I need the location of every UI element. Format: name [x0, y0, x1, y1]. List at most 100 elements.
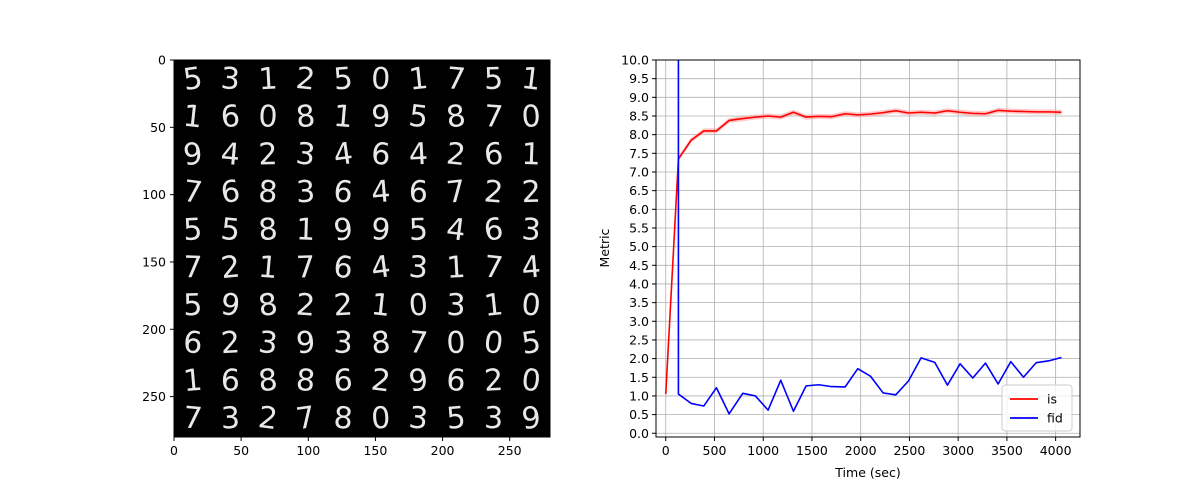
digit-cell: 2: [333, 288, 354, 324]
y-tick-label: 1.5: [629, 370, 649, 385]
y-tick-label: 2.5: [629, 332, 649, 347]
image-y-tick-label: 150: [142, 254, 166, 269]
digit-cell: 8: [444, 98, 468, 135]
line-chart-panel: 0 500 1000 1500 2000 2500 3000 3500 4000 0.0 0.5 1…: [597, 53, 1081, 480]
grid-lines: [656, 59, 1080, 437]
digit-cell: 9: [219, 287, 242, 324]
image-x-tick-label: 150: [363, 443, 387, 458]
plot-x-ticks: 0 500 1000 1500 2000 2500 3000 3500 4000: [662, 437, 1072, 458]
digit-cell: 6: [483, 136, 505, 173]
legend-is-label: is: [1047, 392, 1057, 407]
image-x-tick-label: 50: [233, 443, 249, 458]
digit-cell: 4: [370, 174, 392, 211]
digit-cell: 5: [407, 99, 430, 136]
digit-cell: 6: [370, 137, 391, 173]
digit-cell: 2: [258, 137, 278, 173]
digit-cell: 4: [408, 137, 429, 173]
x-tick-label: 1000: [747, 443, 779, 458]
x-tick-label: 500: [703, 443, 727, 458]
digit-cell: 8: [257, 212, 279, 249]
digit-cell: 4: [331, 136, 355, 173]
digit-cell: 6: [482, 211, 506, 248]
digit-cell: 9: [370, 212, 392, 249]
digit-cell: 3: [407, 400, 430, 437]
digit-cell: 3: [294, 136, 317, 173]
digit-cell: 7: [482, 249, 505, 286]
digit-cell: 2: [521, 175, 541, 211]
y-tick-label: 5.0: [629, 239, 649, 254]
digit-cell: 5: [181, 61, 205, 98]
series-layer: [664, 60, 1062, 415]
digit-cell: 3: [520, 212, 541, 248]
y-tick-label: 5.5: [629, 220, 649, 235]
y-tick-label: 3.5: [629, 295, 649, 310]
digit-cell: 5: [183, 288, 203, 324]
digit-cell: 7: [407, 325, 429, 362]
digit-cell: 4: [219, 136, 241, 173]
digit-cell: 6: [332, 249, 355, 286]
x-tick-label: 0: [662, 443, 670, 458]
digit-cell: 8: [295, 363, 317, 400]
digit-cell: 1: [257, 250, 279, 287]
plot-y-ticks: 0.0 0.5 1.0 1.5 2.0 2.5 3.0 3.5 4.0 4.5 5.0 5.5 6.0 6…: [621, 53, 656, 441]
digit-cell: 7: [294, 400, 318, 437]
digit-cell: 9: [182, 136, 205, 173]
digit-grid: 5 3 1 2 5 0 1 7 5 11 6 0 8 1 9 5 8 7 09 4 2 3 4 6 4 2 6 17 6 8 3 6 4 6 7 2 2…: [181, 61, 543, 437]
digit-cell: 8: [370, 325, 393, 362]
image-x-tick-label: 0: [170, 443, 178, 458]
digit-cell: 0: [370, 401, 391, 437]
digit-cell: 5: [332, 61, 354, 98]
image-x-tick-label: 200: [431, 443, 455, 458]
digit-cell: 8: [256, 287, 280, 324]
image-y-tick-label: 250: [142, 389, 166, 404]
digit-cell: 2: [483, 363, 504, 399]
y-tick-label: 0.0: [629, 426, 649, 441]
legend: is fid: [1001, 384, 1073, 432]
digit-cell: 8: [257, 363, 280, 400]
digit-cell: 9: [520, 400, 543, 437]
digit-cell: 6: [219, 99, 241, 136]
digit-cell: 2: [445, 136, 468, 173]
digit-cell: 5: [519, 325, 543, 362]
x-tick-label: 2000: [845, 443, 877, 458]
digit-cell: 0: [482, 325, 505, 362]
digit-cell: 3: [257, 325, 280, 362]
digit-cell: 0: [521, 99, 542, 135]
digit-cell: 7: [295, 250, 315, 286]
legend-fid-label: fid: [1047, 411, 1063, 426]
y-tick-label: 9.5: [629, 71, 649, 86]
digit-cell: 5: [483, 62, 503, 98]
digit-cell: 5: [445, 400, 467, 437]
digit-cell: 2: [483, 174, 505, 211]
digit-cell: 6: [220, 363, 240, 399]
digit-cell: 0: [520, 287, 542, 324]
y-tick-label: 1.0: [629, 388, 649, 403]
x-tick-label: 4000: [1040, 443, 1072, 458]
digit-cell: 2: [256, 400, 279, 437]
plot-frame: [655, 59, 1081, 438]
y-tick-label: 7.5: [629, 146, 649, 161]
y-tick-label: 8.0: [629, 127, 649, 142]
digit-cell: 6: [445, 363, 466, 399]
image-background: [174, 60, 550, 437]
digit-cell: 5: [219, 212, 242, 249]
image-y-tick-label: 100: [142, 187, 166, 202]
digit-cell: 3: [483, 401, 503, 437]
digit-cell: 4: [520, 250, 542, 287]
y-tick-label: 0.5: [629, 407, 649, 422]
digit-cell: 0: [446, 325, 466, 361]
digit-cell: 9: [407, 362, 431, 399]
y-tick-label: 10.0: [621, 53, 649, 68]
digit-cell: 1: [258, 61, 279, 97]
digit-cell: 3: [446, 288, 466, 324]
digit-cell: 7: [181, 174, 204, 211]
digit-cell: 0: [258, 99, 278, 135]
digit-cell: 2: [219, 249, 242, 286]
digit-cell: 7: [483, 99, 504, 135]
digit-cell: 1: [521, 137, 541, 173]
digit-cell: 2: [295, 287, 316, 323]
digit-cell: 3: [408, 250, 429, 286]
digit-cell: 1: [520, 61, 543, 98]
digit-cell: 1: [482, 287, 505, 324]
digit-cell: 8: [294, 99, 317, 136]
